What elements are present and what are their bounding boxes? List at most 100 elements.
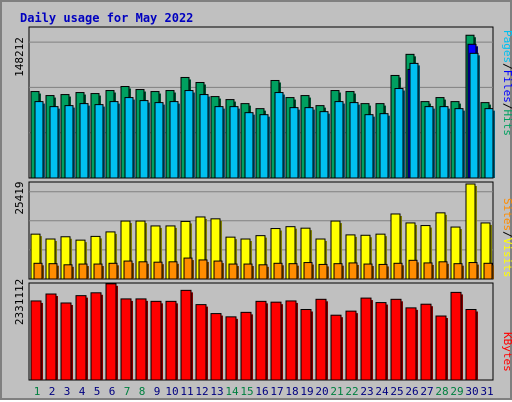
sites-bar — [63, 264, 73, 280]
day-label: 27 — [420, 385, 433, 398]
legend-separator: / — [501, 63, 512, 70]
sites-bar — [108, 262, 118, 280]
sites-bar — [453, 263, 463, 280]
day-label: 7 — [124, 385, 131, 398]
pages-bar — [214, 106, 224, 179]
pages-bar — [334, 101, 344, 179]
kbytes-bar — [450, 291, 462, 381]
day-label: 5 — [94, 385, 101, 398]
pages-bar — [229, 106, 239, 179]
legend-sites: Sites — [501, 198, 512, 231]
legend-pages: Pages — [501, 30, 512, 63]
sites-bar — [33, 262, 43, 280]
kbytes-bar — [360, 297, 372, 381]
day-label: 1 — [34, 385, 41, 398]
day-label: 17 — [270, 385, 283, 398]
pages-bar — [124, 97, 134, 179]
hits-max-tick-label: 148212 — [13, 37, 26, 77]
kbytes-bar — [465, 308, 477, 381]
sites-bar — [408, 259, 418, 280]
sites-bar — [273, 262, 283, 280]
kbytes-bar — [105, 283, 117, 381]
sites-bar — [348, 262, 358, 280]
kbytes-bar — [405, 307, 417, 381]
sites-bar — [363, 263, 373, 280]
pages-bar — [139, 100, 149, 179]
kbytes-bar — [75, 295, 87, 381]
sites-bar — [468, 262, 478, 280]
pages-bar — [289, 107, 299, 179]
pages-bar — [439, 106, 449, 179]
kbytes-bar — [270, 301, 282, 381]
legend-kbytes: KBytes — [501, 332, 512, 372]
sites-bar — [483, 262, 493, 280]
kbytes-bar — [45, 293, 57, 381]
sites-bar — [333, 263, 343, 280]
hits-files-pages-bars — [30, 34, 495, 179]
legend-separator: / — [501, 231, 512, 238]
pages-bar — [259, 114, 269, 179]
legend-kbytes-panel: KBytes — [501, 332, 512, 372]
sites-bar — [153, 261, 163, 280]
legend-visits: Visits — [501, 238, 512, 278]
pages-bar — [469, 52, 479, 179]
legend-files: Files — [501, 70, 512, 103]
sites-bar — [318, 263, 328, 280]
day-label: 3 — [64, 385, 71, 398]
kbytes-bar — [135, 298, 147, 381]
pages-bar — [304, 107, 314, 179]
day-label: 6 — [109, 385, 116, 398]
sites-bar — [423, 262, 433, 280]
visits-max-tick-label: 25419 — [13, 181, 26, 214]
day-label: 18 — [285, 385, 298, 398]
day-label: 28 — [435, 385, 448, 398]
day-label: 19 — [300, 385, 313, 398]
day-label: 21 — [330, 385, 343, 398]
kbytes-bar — [210, 313, 222, 381]
sites-bar — [378, 263, 388, 280]
kbytes-bar — [240, 311, 252, 381]
pages-bar — [79, 103, 89, 179]
kbytes-bars — [30, 283, 478, 381]
day-label: 12 — [195, 385, 208, 398]
day-label: 23 — [360, 385, 373, 398]
legend-hits: Hits — [501, 110, 512, 137]
pages-bar — [199, 94, 209, 179]
pages-bar — [64, 105, 74, 179]
pages-bar — [454, 108, 464, 179]
pages-bar — [184, 90, 194, 179]
sites-bar — [303, 262, 313, 280]
day-label: 2 — [49, 385, 56, 398]
kbytes-bar — [285, 300, 297, 381]
pages-bar — [349, 102, 359, 179]
pages-bar — [319, 111, 329, 179]
pages-bar — [484, 108, 494, 179]
visits-sites-bars — [30, 183, 494, 280]
kbytes-bar — [375, 302, 387, 381]
pages-bar — [394, 88, 404, 179]
kbytes-bar — [390, 298, 402, 381]
sites-bar — [243, 263, 253, 280]
kbytes-bar — [180, 289, 192, 381]
day-label: 16 — [255, 385, 268, 398]
chart-title: Daily usage for May 2022 — [20, 11, 193, 25]
day-label: 10 — [165, 385, 178, 398]
pages-bar — [379, 113, 389, 179]
kbytes-bar — [435, 315, 447, 381]
kbytes-bar — [165, 300, 177, 381]
day-label: 20 — [315, 385, 328, 398]
kbytes-bar — [315, 298, 327, 381]
kbytes-bar — [195, 304, 207, 381]
day-label: 8 — [139, 385, 146, 398]
day-label: 31 — [480, 385, 493, 398]
pages-bar — [274, 92, 284, 179]
day-label: 9 — [154, 385, 161, 398]
kbytes-bar — [60, 302, 72, 381]
pages-bar — [409, 62, 419, 179]
kbytes-max-tick-label: 2331112 — [13, 279, 26, 325]
kbytes-bar — [345, 310, 357, 381]
legend-hits-panel: Pages/Files/Hits — [501, 30, 512, 136]
kbytes-bar — [150, 300, 162, 381]
kbytes-bar — [330, 314, 342, 381]
